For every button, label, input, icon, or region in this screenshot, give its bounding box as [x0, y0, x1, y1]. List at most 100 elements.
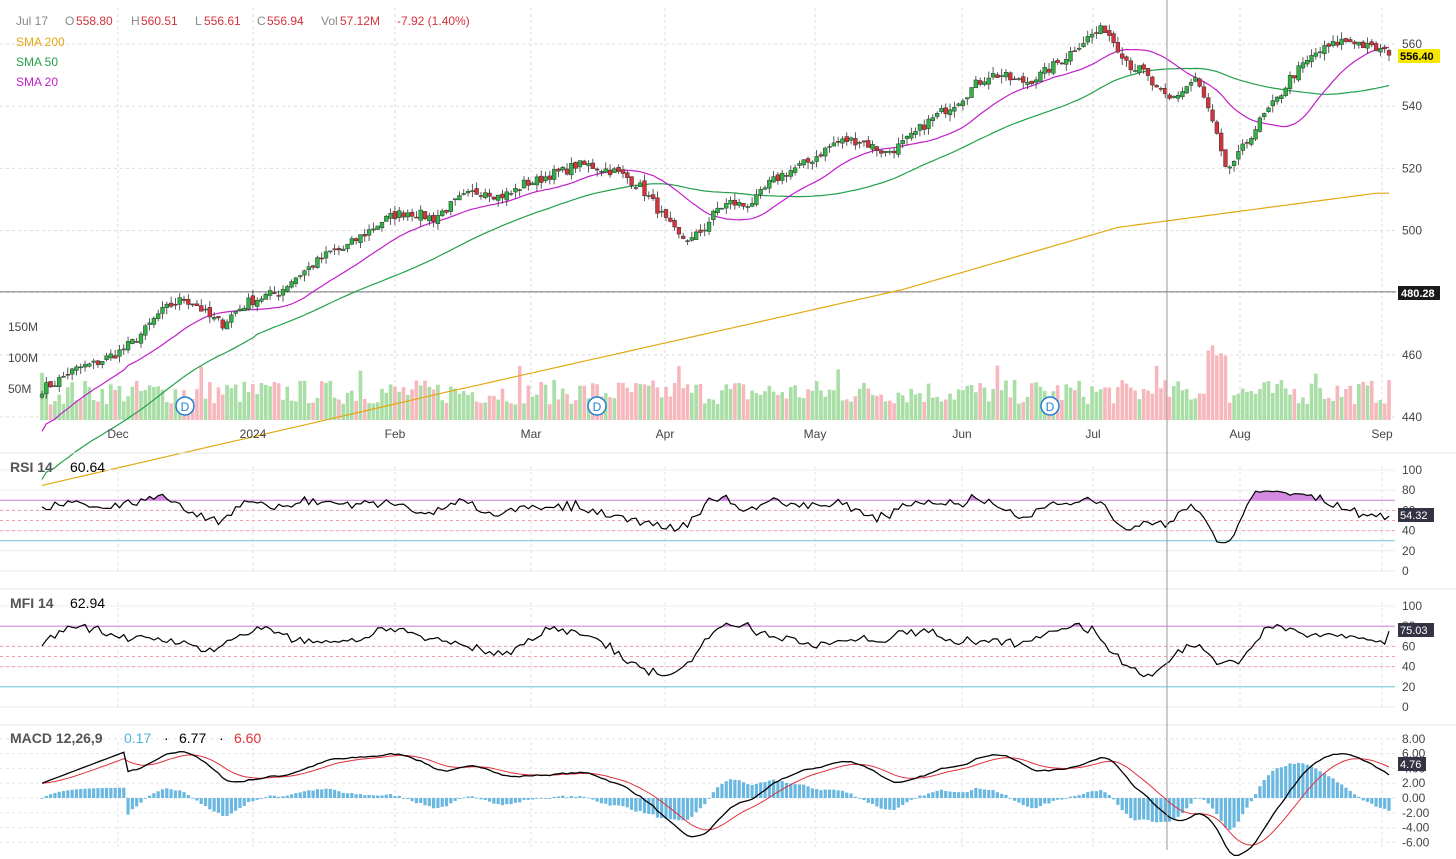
candle-body [392, 211, 398, 220]
volume-bar [1146, 390, 1150, 420]
volume-bar [1215, 355, 1219, 420]
volume-bar [1004, 380, 1008, 420]
macd-hist-bar [905, 798, 909, 803]
dividend-marker-icon[interactable] [175, 396, 195, 416]
volume-bar [659, 397, 664, 420]
macd-hist-bar [371, 795, 375, 798]
volume-bar [750, 390, 754, 420]
candle-body [1292, 75, 1297, 79]
macd-hist-bar [1331, 778, 1335, 798]
macd-hist-bar [466, 796, 470, 798]
candle-body [754, 194, 759, 205]
candle-body [1214, 121, 1220, 134]
volume-bar [483, 402, 488, 420]
dividend-marker-icon[interactable] [587, 396, 607, 416]
macd-hist-bar [1064, 798, 1068, 799]
macd-hist-bar [509, 798, 513, 805]
macd-hist-bar [109, 787, 113, 798]
candle-body [435, 215, 441, 225]
candle-body [1064, 59, 1069, 65]
macd-tick-label: 2.00 [1402, 776, 1426, 790]
candle-body [1038, 71, 1043, 82]
macd-hist-bar [832, 789, 836, 798]
volume-bar [801, 398, 806, 420]
candle-body [1382, 46, 1387, 50]
candle-body [814, 156, 819, 162]
macd-hist-bar [49, 794, 53, 798]
volume-bar [307, 403, 311, 420]
osc-tick-label: 100 [1402, 463, 1422, 477]
volume-bar [918, 393, 922, 420]
rsi-last-badge [1398, 508, 1434, 522]
candle-body [866, 140, 871, 148]
volume-bar [1275, 383, 1279, 420]
macd-hist-bar [1228, 798, 1232, 830]
volume-bar [1232, 395, 1236, 420]
volume-bar [319, 381, 324, 420]
legend-sma20[interactable]: SMA 20 [16, 75, 58, 89]
candle-body [207, 307, 212, 318]
volume-bar [1030, 383, 1034, 420]
macd-hist-bar [440, 798, 444, 807]
macd-hist-bar [427, 798, 431, 807]
volume-bar [332, 397, 337, 420]
candle-body [229, 314, 234, 323]
volume-bar [212, 403, 216, 420]
mfi-pane[interactable]: MFI 14 62.94 100806040200 75.03 [0, 588, 1456, 714]
candle-body [401, 212, 406, 218]
volume-bar [246, 392, 251, 420]
macd-hist-bar [1124, 798, 1129, 814]
volume-bar [1335, 385, 1340, 420]
volume-bar [268, 386, 272, 420]
x-axis: Dec 2024 Feb Mar Apr May Jun Jul Aug Sep [107, 427, 1393, 441]
legend-sma50[interactable]: SMA 50 [16, 55, 58, 69]
candle-body [465, 190, 471, 194]
candle-body [1223, 149, 1228, 167]
candle-body [801, 159, 806, 166]
price-pane[interactable]: D D D 560 540 520 500 460 440 150M 100M 50M Dec 20… [0, 8, 1422, 486]
macd-hist-bar [216, 798, 221, 813]
volume-bar [879, 394, 883, 420]
candle-body [242, 307, 247, 312]
macd-hist-bar [569, 796, 573, 798]
macd-hist-bar [827, 789, 832, 798]
macd-hist-bar [363, 795, 367, 798]
macd-hist-bar [591, 798, 595, 800]
volume-bar [1124, 383, 1129, 420]
candle-body [676, 226, 682, 235]
macd-hist-bar [268, 795, 272, 798]
candle-body [100, 361, 105, 365]
macd-hist-bar [1068, 796, 1073, 798]
last-price-value: 556.40 [1400, 51, 1434, 63]
legend-sma200[interactable]: SMA 200 [16, 35, 65, 49]
rsi-pane[interactable]: RSI 14 60.64 100806040200 54.32 [0, 452, 1456, 578]
macd-hist-bar [96, 788, 100, 798]
candle-body [500, 193, 505, 199]
macd-hist-bar [1370, 798, 1374, 804]
volume-bar [767, 385, 772, 420]
candle-body [685, 240, 690, 242]
candle-body [551, 169, 557, 180]
dividend-marker-icon[interactable] [1040, 396, 1060, 416]
macd-hist-bar [991, 790, 995, 798]
macd-hist-bar [716, 787, 720, 798]
volume-tick-label: 150M [8, 320, 38, 334]
macd-hist-bar [345, 793, 350, 798]
volume-bar [1176, 381, 1180, 420]
volume-bar [354, 400, 358, 420]
volume-bar [926, 383, 931, 420]
volume-bar [345, 392, 350, 420]
volume-bar [844, 399, 849, 420]
volume-bar [362, 398, 367, 420]
macd-hist-bar [281, 796, 285, 798]
macd-pane[interactable]: MACD 12,26,9 0.17 · 6.77 · 6.60 8.006.00… [0, 724, 1456, 857]
volume-bar [1374, 402, 1378, 420]
candle-body [1240, 143, 1245, 151]
candle-body [1025, 81, 1030, 85]
volume-bar [423, 380, 427, 420]
candle-body [78, 366, 83, 369]
volume-bar [1253, 393, 1258, 420]
macd-hist-bar [1241, 798, 1245, 815]
macd-hist-bar [221, 798, 225, 817]
